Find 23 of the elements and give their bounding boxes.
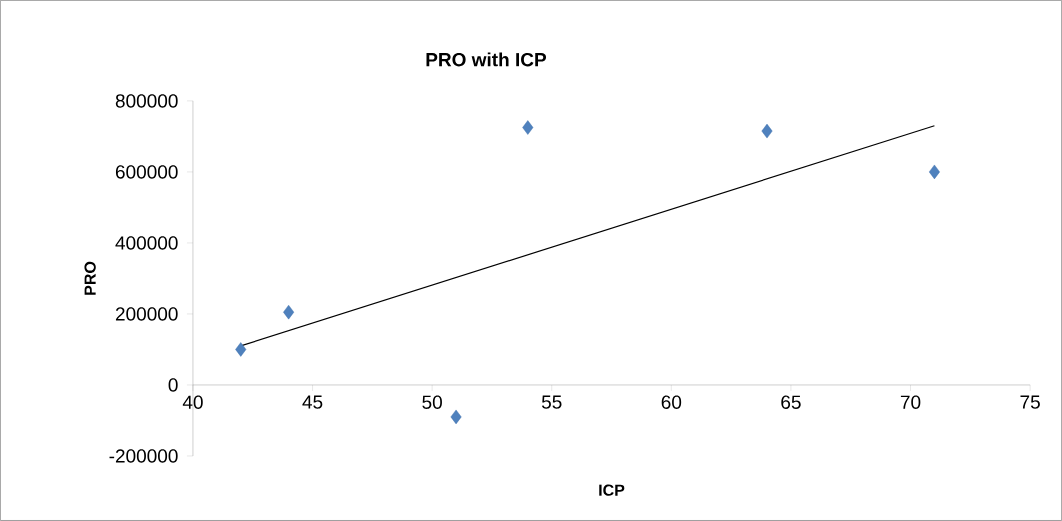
y-tick-label: 800000 xyxy=(115,94,178,108)
point xyxy=(450,409,462,425)
y-tick-label: -200000 xyxy=(109,449,178,463)
point xyxy=(235,342,247,357)
y-tick-label: 0 xyxy=(168,378,178,392)
x-axis-title: ICP xyxy=(599,484,625,496)
x-tick-label: 40 xyxy=(182,395,203,409)
chart-title: PRO with ICP xyxy=(426,52,547,67)
y-tick-label: 200000 xyxy=(115,307,178,321)
x-tick-label: 75 xyxy=(1020,395,1040,409)
y-axis-title: PRO xyxy=(84,261,96,295)
x-tick-label: 65 xyxy=(781,395,801,409)
x-tick-label: 45 xyxy=(302,395,323,409)
point xyxy=(283,305,295,320)
x-tick-label: 55 xyxy=(541,395,562,409)
x-tick-label: 70 xyxy=(900,395,921,409)
point xyxy=(928,164,940,180)
x-tick-label: 50 xyxy=(422,395,442,409)
point xyxy=(761,123,773,139)
y-tick-label: 600000 xyxy=(115,165,178,179)
x-tick-label: 60 xyxy=(661,395,682,409)
point xyxy=(522,120,534,135)
y-tick-label: 400000 xyxy=(115,236,178,250)
